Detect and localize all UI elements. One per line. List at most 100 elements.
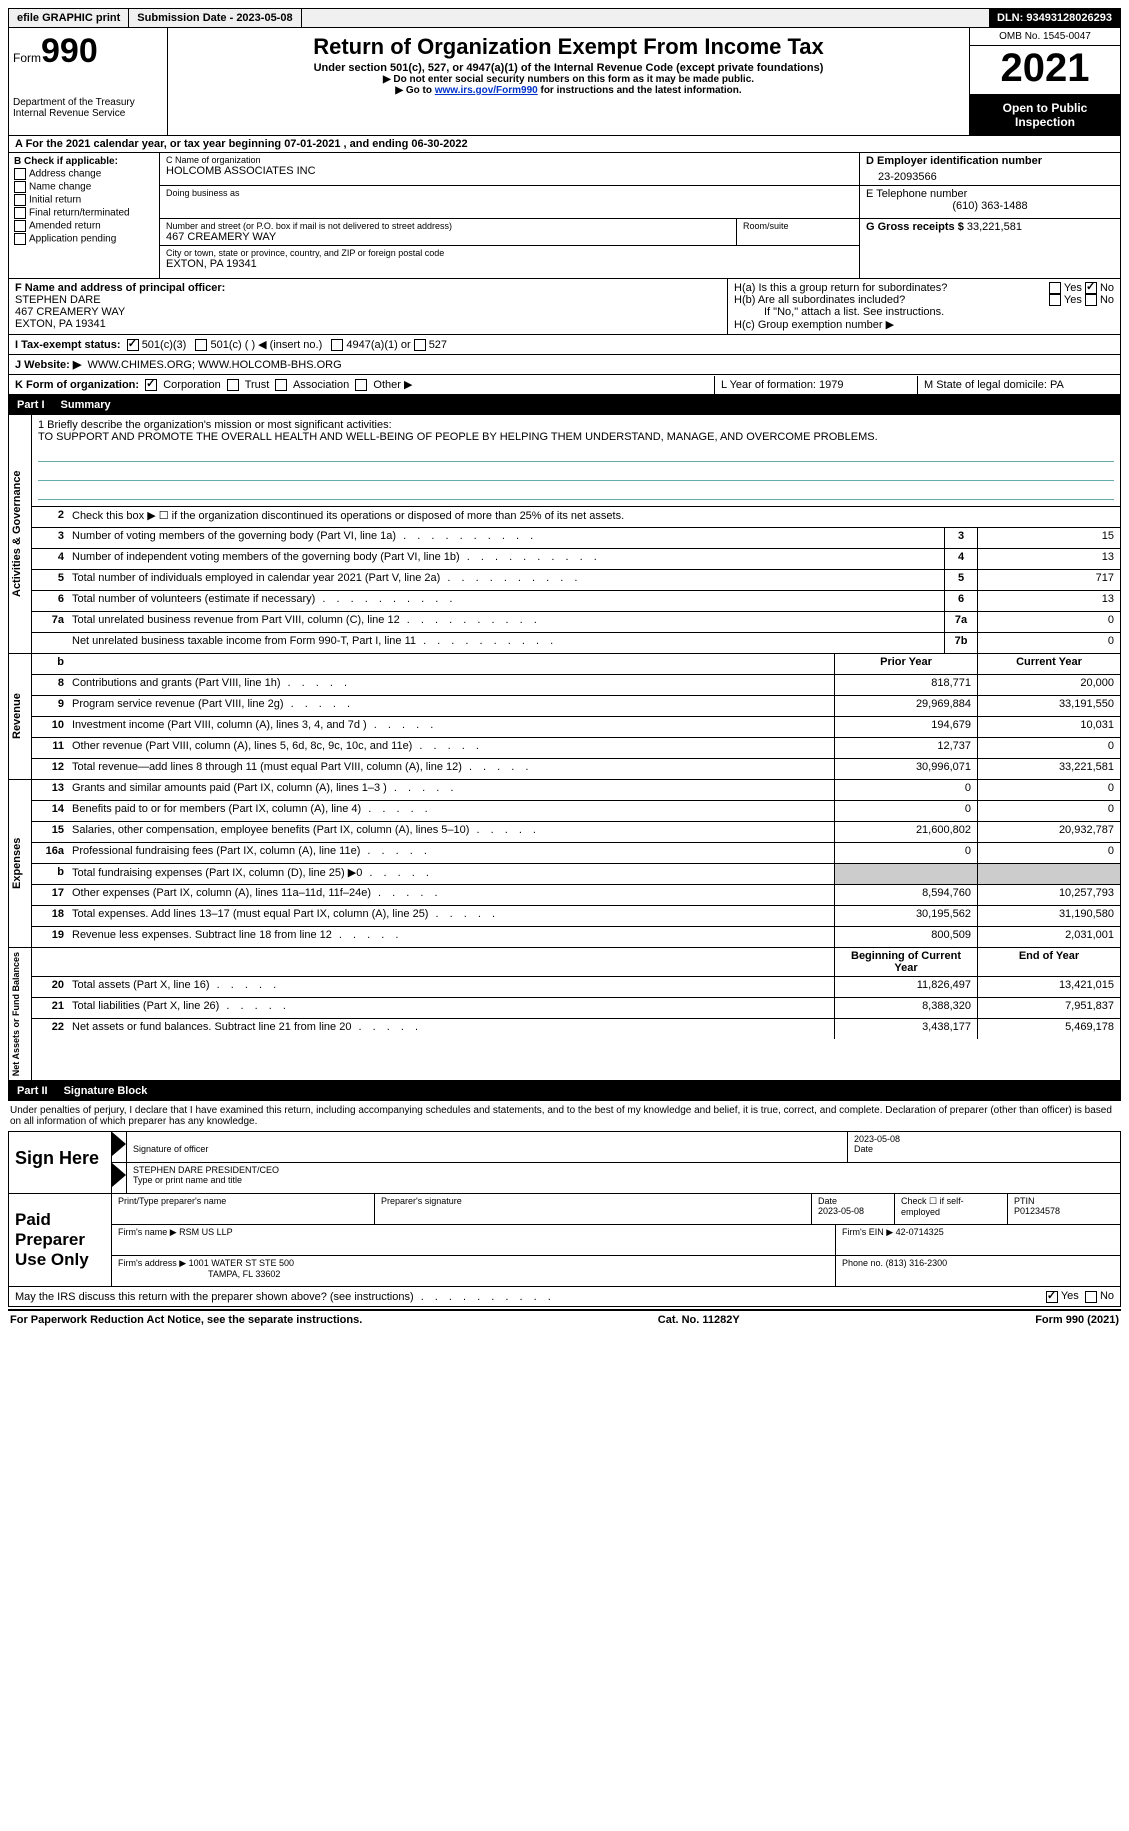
chk-527[interactable] <box>414 339 426 351</box>
chk-assoc[interactable] <box>275 379 287 391</box>
chk-address-change[interactable] <box>14 168 26 180</box>
h-c-label: H(c) Group exemption number ▶ <box>734 318 1114 331</box>
chk-discuss-yes[interactable] <box>1046 1291 1058 1303</box>
dln: DLN: 93493128026293 <box>989 9 1120 27</box>
room-label: Room/suite <box>743 221 853 231</box>
firm-addr2: TAMPA, FL 33602 <box>118 1269 280 1279</box>
current-year-hdr: Current Year <box>977 654 1120 674</box>
table-row: 16a Professional fundraising fees (Part … <box>32 843 1120 864</box>
gov-row: 3 Number of voting members of the govern… <box>32 528 1120 549</box>
gov-row: Net unrelated business taxable income fr… <box>32 633 1120 653</box>
ptin: P01234578 <box>1014 1206 1060 1216</box>
irs-link[interactable]: www.irs.gov/Form990 <box>435 85 538 96</box>
form-org-label: K Form of organization: <box>15 379 139 391</box>
chk-ha-no[interactable] <box>1085 282 1097 294</box>
end-year-hdr: End of Year <box>977 948 1120 976</box>
table-row: 20 Total assets (Part X, line 16) 11,826… <box>32 977 1120 998</box>
website-value: WWW.CHIMES.ORG; WWW.HOLCOMB-BHS.ORG <box>87 359 341 371</box>
preparer-date: 2023-05-08 <box>818 1206 864 1216</box>
street-address: 467 CREAMERY WAY <box>166 231 730 243</box>
line-2: Check this box ▶ ☐ if the organization d… <box>68 507 1120 527</box>
section-c: C Name of organization HOLCOMB ASSOCIATE… <box>160 153 859 278</box>
form-number: Form990 <box>13 32 163 71</box>
chk-hb-no[interactable] <box>1085 294 1097 306</box>
gov-row: 6 Total number of volunteers (estimate i… <box>32 591 1120 612</box>
section-bcd: B Check if applicable: Address change Na… <box>8 153 1121 279</box>
officer-addr1: 467 CREAMERY WAY <box>15 306 721 318</box>
h-a-label: H(a) Is this a group return for subordin… <box>734 282 947 294</box>
sig-officer-label: Signature of officer <box>133 1144 208 1154</box>
chk-corp[interactable] <box>145 379 157 391</box>
form-subtitle: Under section 501(c), 527, or 4947(a)(1)… <box>172 62 965 74</box>
city-label: City or town, state or province, country… <box>166 248 853 258</box>
sign-here-label: Sign Here <box>9 1132 112 1193</box>
governance-section: Activities & Governance 1 Briefly descri… <box>8 415 1121 654</box>
chk-pending[interactable] <box>14 233 26 245</box>
revenue-section: Revenue b Prior Year Current Year 8 Cont… <box>8 654 1121 780</box>
tax-status-label: I Tax-exempt status: <box>15 339 121 351</box>
sig-name: STEPHEN DARE PRESIDENT/CEO <box>133 1165 279 1175</box>
officer-name: STEPHEN DARE <box>15 294 721 306</box>
cat-no: Cat. No. 11282Y <box>658 1314 740 1326</box>
sign-here-block: Sign Here Signature of officer 2023-05-0… <box>8 1131 1121 1194</box>
section-d: D Employer identification number 23-2093… <box>859 153 1120 278</box>
table-row: 22 Net assets or fund balances. Subtract… <box>32 1019 1120 1039</box>
firm-ein: 42-0714325 <box>896 1227 944 1237</box>
preparer-name-hdr: Print/Type preparer's name <box>112 1194 375 1224</box>
part-1-header: Part I Summary <box>8 395 1121 415</box>
table-row: 8 Contributions and grants (Part VIII, l… <box>32 675 1120 696</box>
table-row: 11 Other revenue (Part VIII, column (A),… <box>32 738 1120 759</box>
chk-final[interactable] <box>14 207 26 219</box>
side-net: Net Assets or Fund Balances <box>9 948 32 1080</box>
org-name: HOLCOMB ASSOCIATES INC <box>166 165 853 177</box>
ein-value: 23-2093566 <box>866 167 1114 183</box>
open-inspection: Open to Public Inspection <box>970 95 1120 135</box>
side-expenses: Expenses <box>9 780 32 947</box>
net-assets-section: Net Assets or Fund Balances Beginning of… <box>8 948 1121 1081</box>
chk-other[interactable] <box>355 379 367 391</box>
dept-treasury: Department of the Treasury <box>13 97 163 108</box>
section-b: B Check if applicable: Address change Na… <box>9 153 160 278</box>
chk-ha-yes[interactable] <box>1049 282 1061 294</box>
table-row: 18 Total expenses. Add lines 13–17 (must… <box>32 906 1120 927</box>
table-row: 13 Grants and similar amounts paid (Part… <box>32 780 1120 801</box>
omb-number: OMB No. 1545-0047 <box>970 28 1120 46</box>
h-b-label: H(b) Are all subordinates included? <box>734 294 905 306</box>
gov-row: 5 Total number of individuals employed i… <box>32 570 1120 591</box>
chk-hb-yes[interactable] <box>1049 294 1061 306</box>
ssn-note: ▶ Do not enter social security numbers o… <box>172 74 965 85</box>
dba-label: Doing business as <box>166 188 853 198</box>
gov-row: 7a Total unrelated business revenue from… <box>32 612 1120 633</box>
mission-q: 1 Briefly describe the organization's mi… <box>38 419 1114 431</box>
tax-year: 2021 <box>970 46 1120 95</box>
discuss-row: May the IRS discuss this return with the… <box>8 1287 1121 1306</box>
city-state-zip: EXTON, PA 19341 <box>166 258 853 270</box>
table-row: b Total fundraising expenses (Part IX, c… <box>32 864 1120 885</box>
table-row: 10 Investment income (Part VIII, column … <box>32 717 1120 738</box>
table-row: 17 Other expenses (Part IX, column (A), … <box>32 885 1120 906</box>
part-2-header: Part II Signature Block <box>8 1081 1121 1101</box>
chk-501c[interactable] <box>195 339 207 351</box>
officer-label: F Name and address of principal officer: <box>15 282 225 294</box>
chk-discuss-no[interactable] <box>1085 1291 1097 1303</box>
paid-preparer-block: Paid Preparer Use Only Print/Type prepar… <box>8 1194 1121 1287</box>
chk-name-change[interactable] <box>14 181 26 193</box>
chk-initial[interactable] <box>14 194 26 206</box>
website-note: ▶ Go to www.irs.gov/Form990 for instruct… <box>172 85 965 96</box>
chk-trust[interactable] <box>227 379 239 391</box>
table-row: 19 Revenue less expenses. Subtract line … <box>32 927 1120 947</box>
row-i: I Tax-exempt status: 501(c)(3) 501(c) ( … <box>8 335 1121 355</box>
tel-label: E Telephone number <box>866 188 1114 200</box>
form-ref: Form 990 (2021) <box>1035 1314 1119 1326</box>
chk-amended[interactable] <box>14 220 26 232</box>
preparer-sig-hdr: Preparer's signature <box>375 1194 812 1224</box>
paperwork-note: For Paperwork Reduction Act Notice, see … <box>10 1314 362 1326</box>
table-row: 21 Total liabilities (Part X, line 26) 8… <box>32 998 1120 1019</box>
chk-4947[interactable] <box>331 339 343 351</box>
firm-name: RSM US LLP <box>179 1227 233 1237</box>
paid-preparer-label: Paid Preparer Use Only <box>9 1194 112 1286</box>
side-governance: Activities & Governance <box>9 415 32 653</box>
chk-501c3[interactable] <box>127 339 139 351</box>
sig-date: 2023-05-08 <box>854 1134 900 1144</box>
org-name-label: C Name of organization <box>166 155 853 165</box>
